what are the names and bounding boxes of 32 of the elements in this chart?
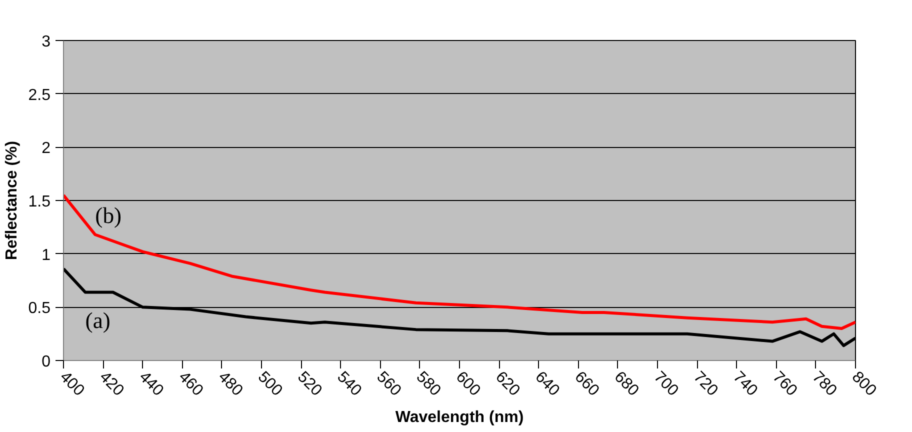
y-tick-label: 2.5 [28,86,51,104]
x-tick-label: 620 [492,368,523,400]
x-tick-label: 740 [730,368,761,400]
x-tick-label: 440 [136,368,167,400]
y-tick-label: 1.5 [28,194,51,210]
x-tick-label: 760 [769,368,800,400]
x-tick-label: 780 [808,368,840,400]
series-label: (b) [95,203,122,228]
x-axis-title: Wavelength (nm) [395,408,524,426]
y-axis-title: Reflectance (%) [3,140,20,260]
x-tick-label: 520 [294,368,325,400]
x-tick-label: 480 [214,368,246,400]
x-tick-label: 800 [848,368,880,400]
y-tick-label: 2 [42,140,51,158]
x-tick-label: 660 [571,368,602,400]
x-tick-label: 700 [650,368,682,400]
series-label: (a) [85,308,110,334]
y-tick-label: 0.5 [28,300,51,318]
x-tick-label: 640 [532,368,563,400]
y-tick-label: 3 [42,34,51,50]
y-tick-label: 0 [42,354,51,370]
x-tick-label: 460 [175,368,206,400]
x-tick-label: 600 [452,368,484,400]
x-tick-label: 580 [412,368,444,400]
x-tick-label: 680 [610,368,642,400]
x-tick-label: 420 [96,368,127,400]
x-tick-label: 720 [690,368,721,400]
x-tick-label: 560 [373,368,404,400]
x-tick-label: 500 [254,368,286,400]
y-tick-label: 1 [42,246,51,264]
x-tick-label: 400 [56,368,88,400]
x-tick-label: 540 [334,368,365,400]
